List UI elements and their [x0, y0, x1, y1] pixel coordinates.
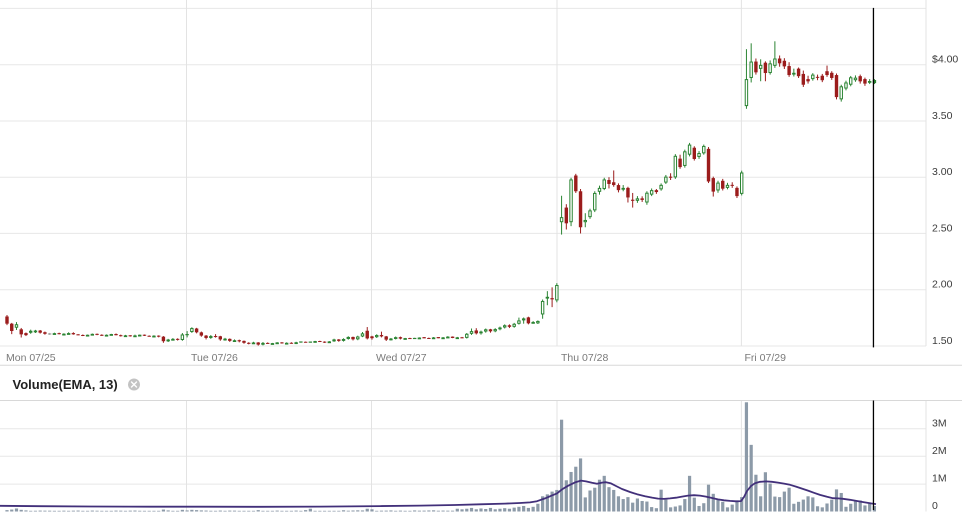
- svg-text:Wed 07/27: Wed 07/27: [376, 352, 427, 364]
- svg-text:1.50: 1.50: [932, 335, 953, 347]
- svg-text:2.00: 2.00: [932, 279, 953, 291]
- svg-text:3M: 3M: [932, 417, 947, 429]
- svg-text:Fri 07/29: Fri 07/29: [745, 352, 787, 364]
- svg-text:Volume(EMA, 13): Volume(EMA, 13): [13, 377, 118, 392]
- svg-text:1M: 1M: [932, 473, 947, 485]
- svg-text:Tue 07/26: Tue 07/26: [191, 352, 238, 364]
- svg-text:3.50: 3.50: [932, 110, 953, 122]
- svg-text:$4.00: $4.00: [932, 54, 958, 66]
- svg-text:2.50: 2.50: [932, 222, 953, 234]
- svg-text:3.00: 3.00: [932, 166, 953, 178]
- svg-text:2M: 2M: [932, 445, 947, 457]
- svg-text:Mon 07/25: Mon 07/25: [6, 352, 56, 364]
- svg-text:Thu 07/28: Thu 07/28: [561, 352, 608, 364]
- svg-text:0: 0: [932, 500, 938, 512]
